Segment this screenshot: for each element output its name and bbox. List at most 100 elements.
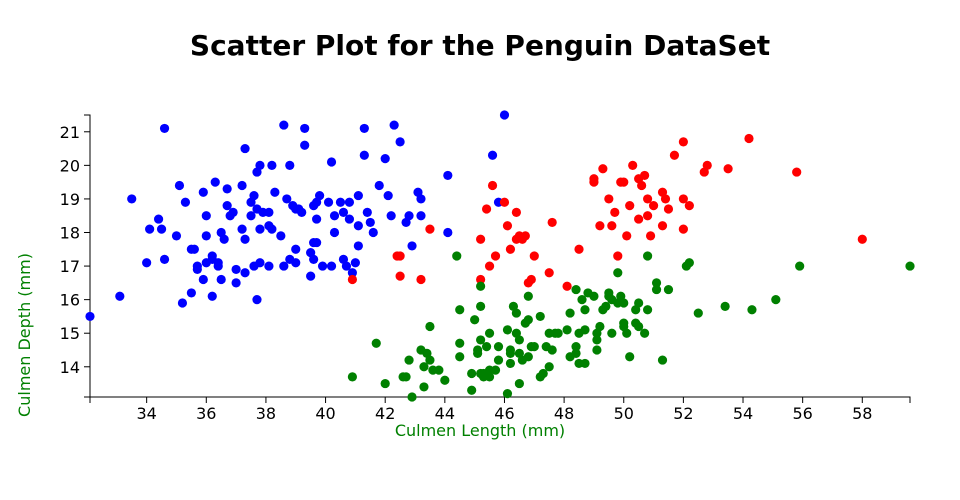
y-axis: 14 15 16 17 18 19 20 21 — [60, 114, 91, 398]
data-point — [326, 261, 337, 271]
y-tick-label: 19 — [60, 190, 80, 209]
series-3 — [347, 251, 915, 402]
data-point — [341, 261, 352, 271]
data-point — [544, 268, 554, 278]
data-point — [595, 221, 605, 231]
data-point — [279, 261, 289, 271]
data-point — [383, 190, 393, 201]
data-point — [589, 174, 599, 184]
data-point — [669, 150, 680, 160]
data-point — [159, 254, 170, 264]
data-point — [201, 231, 211, 241]
data-point — [637, 180, 647, 191]
data-point — [153, 214, 164, 224]
data-point — [344, 197, 355, 207]
data-point — [347, 268, 357, 278]
data-point — [535, 311, 545, 322]
data-point — [455, 352, 465, 362]
data-point — [368, 227, 378, 238]
y-tick-label: 20 — [60, 156, 80, 175]
data-point — [231, 264, 241, 275]
data-point — [222, 201, 232, 211]
data-point — [547, 217, 557, 228]
x-axis-line — [89, 396, 911, 403]
data-point — [335, 197, 346, 207]
data-point — [538, 368, 548, 379]
data-point — [613, 251, 623, 261]
x-tick-label: 50 — [614, 404, 634, 423]
data-point — [312, 214, 322, 224]
data-point — [156, 224, 167, 234]
data-point — [520, 231, 530, 241]
data-point — [523, 315, 533, 325]
data-point — [544, 362, 554, 372]
data-point — [529, 342, 539, 352]
data-point — [440, 375, 450, 385]
data-point — [657, 221, 668, 231]
data-point — [470, 315, 480, 325]
data-point — [145, 224, 155, 234]
data-point — [416, 274, 426, 285]
data-point — [505, 244, 516, 254]
x-tick-label: 48 — [554, 404, 574, 423]
data-point — [476, 234, 486, 244]
data-point — [490, 365, 501, 375]
data-point — [476, 274, 486, 285]
y-axis-label: Culmen Depth (mm) — [15, 253, 34, 417]
data-point — [622, 231, 632, 241]
x-tick-label: 54 — [733, 404, 753, 423]
data-point — [300, 123, 310, 134]
data-point — [634, 321, 644, 332]
data-point — [487, 150, 498, 160]
data-point — [443, 227, 453, 238]
data-point — [651, 278, 662, 288]
data-point — [592, 345, 602, 355]
data-point — [619, 177, 629, 187]
data-point — [404, 355, 414, 365]
data-point — [291, 244, 301, 254]
x-axis: 34 36 38 40 42 44 46 48 50 52 54 56 58 — [89, 396, 911, 423]
data-point — [476, 281, 486, 291]
data-point — [571, 284, 581, 295]
data-point — [306, 271, 316, 281]
data-point — [490, 251, 501, 261]
data-point — [300, 140, 310, 150]
data-point — [198, 274, 208, 285]
data-point — [723, 164, 733, 174]
data-point — [353, 190, 363, 201]
data-point — [210, 177, 220, 187]
data-point — [213, 258, 223, 268]
data-point — [264, 207, 274, 217]
data-point — [207, 291, 217, 301]
data-point — [622, 328, 632, 338]
data-point — [619, 298, 629, 308]
data-point — [231, 278, 241, 288]
data-point — [634, 214, 644, 224]
data-point — [684, 258, 694, 268]
data-point — [419, 362, 429, 372]
data-point — [407, 241, 417, 251]
data-point — [720, 301, 730, 311]
data-point — [189, 244, 199, 254]
data-point — [127, 194, 137, 204]
data-point — [663, 204, 674, 214]
data-point — [678, 224, 688, 234]
data-point — [625, 352, 635, 362]
data-point — [186, 288, 196, 298]
data-point — [353, 221, 363, 231]
data-point — [401, 372, 411, 382]
x-tick-label: 46 — [494, 404, 514, 423]
data-point — [386, 211, 396, 221]
data-point — [643, 211, 653, 221]
data-point — [640, 170, 650, 181]
data-point — [419, 382, 429, 392]
data-point — [514, 335, 524, 345]
data-point — [326, 157, 337, 167]
data-point — [744, 133, 754, 144]
data-point — [371, 338, 381, 348]
x-axis-label: Culmen Length (mm) — [395, 421, 565, 440]
data-point — [323, 197, 334, 207]
data-point — [359, 150, 369, 160]
data-point — [297, 207, 307, 217]
x-tick-label: 34 — [136, 404, 156, 423]
